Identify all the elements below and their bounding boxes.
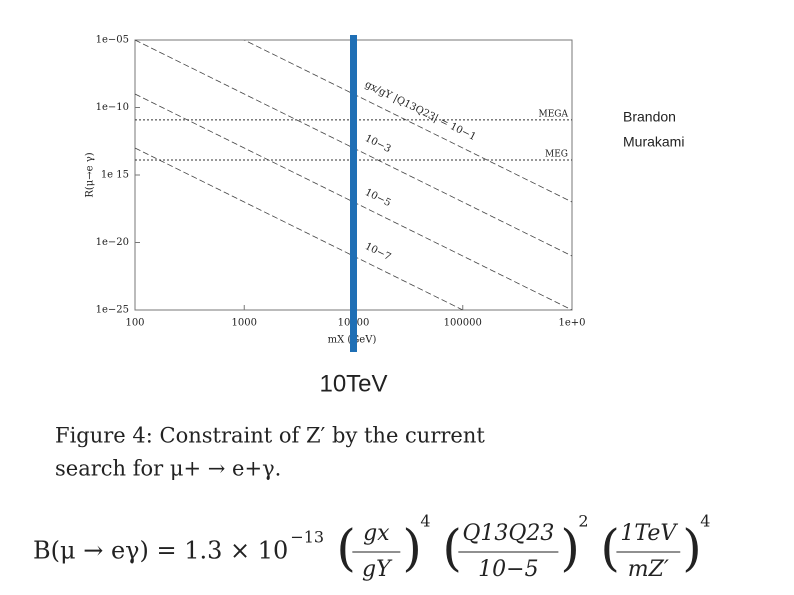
fraction-den: gY [362,557,393,582]
line-label: gx/gY |Q13Q23| = 10−1 [363,79,478,143]
x-tick-label: 1000 [232,318,257,329]
fraction-num: gx [363,521,390,546]
paren: ) [402,519,422,577]
x-tick-label: 1e+0 [558,318,585,329]
limit-label: MEGA [539,109,569,119]
fraction-den: mZ′ [628,557,669,582]
marker-label: 10TeV [319,370,387,397]
caption: search for μ+ → e+γ. [55,457,281,481]
y-tick-label: 1e−05 [96,35,129,46]
limit-label: MEG [545,149,568,159]
y-tick-label: 1e−20 [96,237,129,248]
caption: Figure 4: Constraint of Z′ by the curren… [55,424,485,448]
author-line: Brandon [623,109,676,125]
formula-text: B(μ → eγ) = 1.3 × 10 [33,537,288,565]
formula-exponent: −13 [290,528,324,547]
paren: ( [336,519,356,577]
formula-exponent: 4 [700,512,710,531]
paren: ) [560,519,580,577]
author-line: Murakami [623,134,684,150]
line-label: 10−7 [363,241,392,263]
y-tick-label: 1e−10 [96,102,129,113]
fraction-num: 1TeV [620,521,678,546]
y-tick-label: 1e 15 [101,170,129,181]
y-axis-label: R(μ→e γ) [85,152,96,197]
paren: ) [682,519,702,577]
formula-exponent: 2 [578,512,588,531]
x-tick-label: 100 [125,318,144,329]
fraction-den: 10−5 [478,557,538,582]
line-label: 10−5 [363,187,392,209]
x-tick-label: 100000 [444,318,482,329]
y-tick-label: 1e−25 [96,305,129,316]
line-label: 10−3 [363,133,392,155]
formula-exponent: 4 [420,512,430,531]
paren: ( [442,519,462,577]
fraction-num: Q13Q23 [462,521,554,546]
paren: ( [600,519,620,577]
